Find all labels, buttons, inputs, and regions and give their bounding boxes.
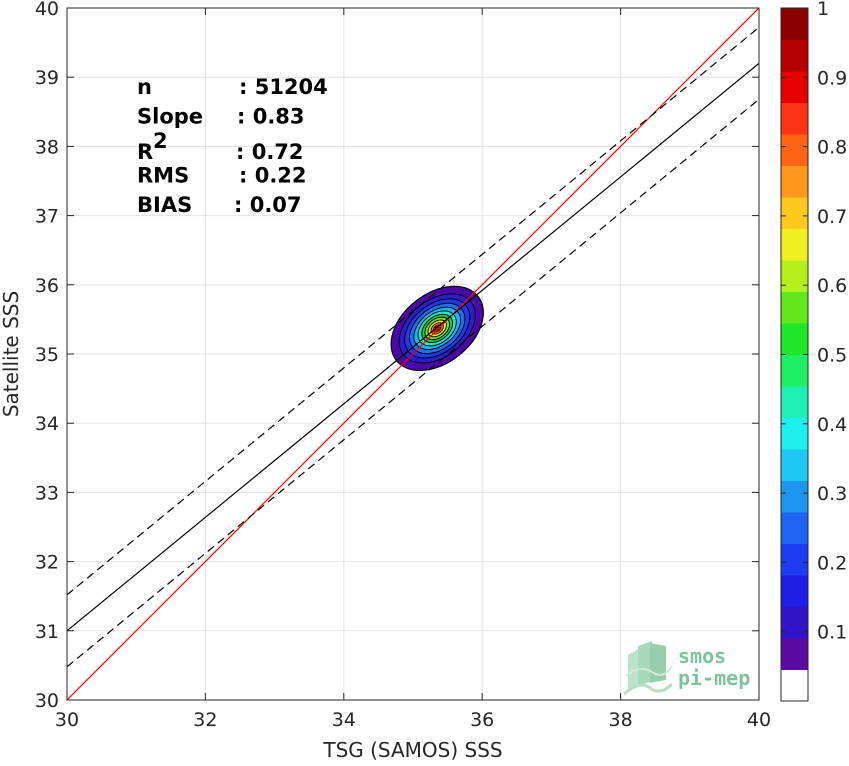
colorbar-segment [781, 512, 808, 544]
colorbar-segment [781, 291, 808, 324]
stat-value-r: : 0.72 [236, 140, 304, 164]
colorbar-tick-label: 0.4 [817, 414, 847, 436]
colorbar-segment [781, 134, 808, 166]
logo-text-smos: smos [678, 644, 726, 668]
colorbar-segment [781, 638, 808, 670]
reference-lines [67, 8, 759, 700]
y-tick-label: 35 [35, 344, 59, 366]
y-tick-label: 37 [35, 206, 59, 228]
colorbar-segment [781, 323, 808, 355]
colorbar-segment [781, 669, 808, 702]
x-axis-title: TSG (SAMOS) SSS [322, 738, 502, 762]
regression-lower-line [67, 98, 759, 668]
colorbar-segment [781, 260, 808, 292]
regression-line [67, 62, 759, 632]
axis-ticks: 30 32 34 36 38 40 30 31 32 33 34 35 36 37 38 39 40 [35, 0, 771, 731]
colorbar-segment [781, 8, 808, 40]
colorbar-segment [781, 165, 808, 198]
x-tick-label: 36 [470, 709, 494, 731]
stat-value-bias: : 0.07 [234, 193, 302, 217]
colorbar-segment [781, 228, 808, 261]
colorbar-segment [781, 102, 808, 135]
y-tick-label: 31 [35, 621, 59, 643]
y-tick-label: 32 [35, 552, 59, 574]
smos-pi-mep-logo: smos pi-mep [623, 641, 750, 696]
y-axis-title: Satellite SSS [0, 291, 23, 417]
x-tick-label: 30 [55, 709, 79, 731]
colorbar-segment [781, 386, 808, 418]
colorbar-segment [781, 39, 808, 72]
stat-label-n: n [137, 75, 152, 99]
colorbar-tick-label: 0.5 [817, 345, 847, 367]
x-tick-label: 32 [193, 709, 217, 731]
y-tick-label: 30 [35, 690, 59, 712]
colorbar-segment [781, 480, 808, 513]
one-to-one-line [67, 8, 759, 700]
colorbar-segment [781, 606, 808, 639]
stat-label-slope: Slope [137, 105, 203, 129]
y-tick-label: 36 [35, 275, 59, 297]
colorbar-tick-label: 1 [817, 0, 829, 20]
x-tick-label: 40 [747, 709, 771, 731]
colorbar-segment [781, 71, 808, 103]
stat-label-superscript: 2 [153, 129, 168, 153]
colorbar-tick-label: 0.6 [817, 275, 847, 297]
stat-value-rms: : 0.22 [239, 164, 307, 188]
colorbar-tick-label: 0.2 [817, 552, 847, 574]
stat-label-r: R [137, 140, 153, 164]
grid [67, 8, 759, 700]
colorbar-tick-label: 0.7 [817, 206, 847, 228]
stat-label-rms: RMS [137, 164, 189, 188]
stat-value-slope: : 0.83 [237, 105, 305, 129]
colorbar-tick-label: 0.3 [817, 483, 847, 505]
logo-text-pi-mep: pi-mep [678, 666, 750, 690]
colorbar: 0.1 0.2 0.3 0.4 0.5 0.6 0.7 0.8 0.9 1 [780, 0, 847, 702]
colorbar-segment [781, 449, 808, 481]
stat-label-bias: BIAS [137, 193, 192, 217]
y-tick-label: 34 [35, 413, 59, 435]
colorbar-segment [781, 543, 808, 576]
regression-upper-line [67, 26, 759, 596]
colorbar-tick-label: 0.8 [817, 137, 847, 159]
x-tick-label: 34 [332, 709, 356, 731]
y-tick-label: 40 [35, 0, 59, 20]
x-tick-label: 38 [609, 709, 633, 731]
colorbar-tick-label: 0.1 [817, 622, 847, 644]
colorbar-segment [781, 354, 808, 387]
stat-value-n: : 51204 [239, 75, 328, 99]
y-tick-label: 39 [35, 67, 59, 89]
y-tick-label: 38 [35, 136, 59, 158]
colorbar-segment [781, 197, 808, 229]
stats-box: n : 51204 Slope : 0.83 R 2 : 0.72 RMS : 0.22 BIAS… [137, 75, 328, 217]
y-tick-label: 33 [35, 482, 59, 504]
colorbar-segment [781, 575, 808, 607]
colorbar-segment [781, 417, 808, 450]
colorbar-tick-label: 0.9 [817, 67, 847, 89]
